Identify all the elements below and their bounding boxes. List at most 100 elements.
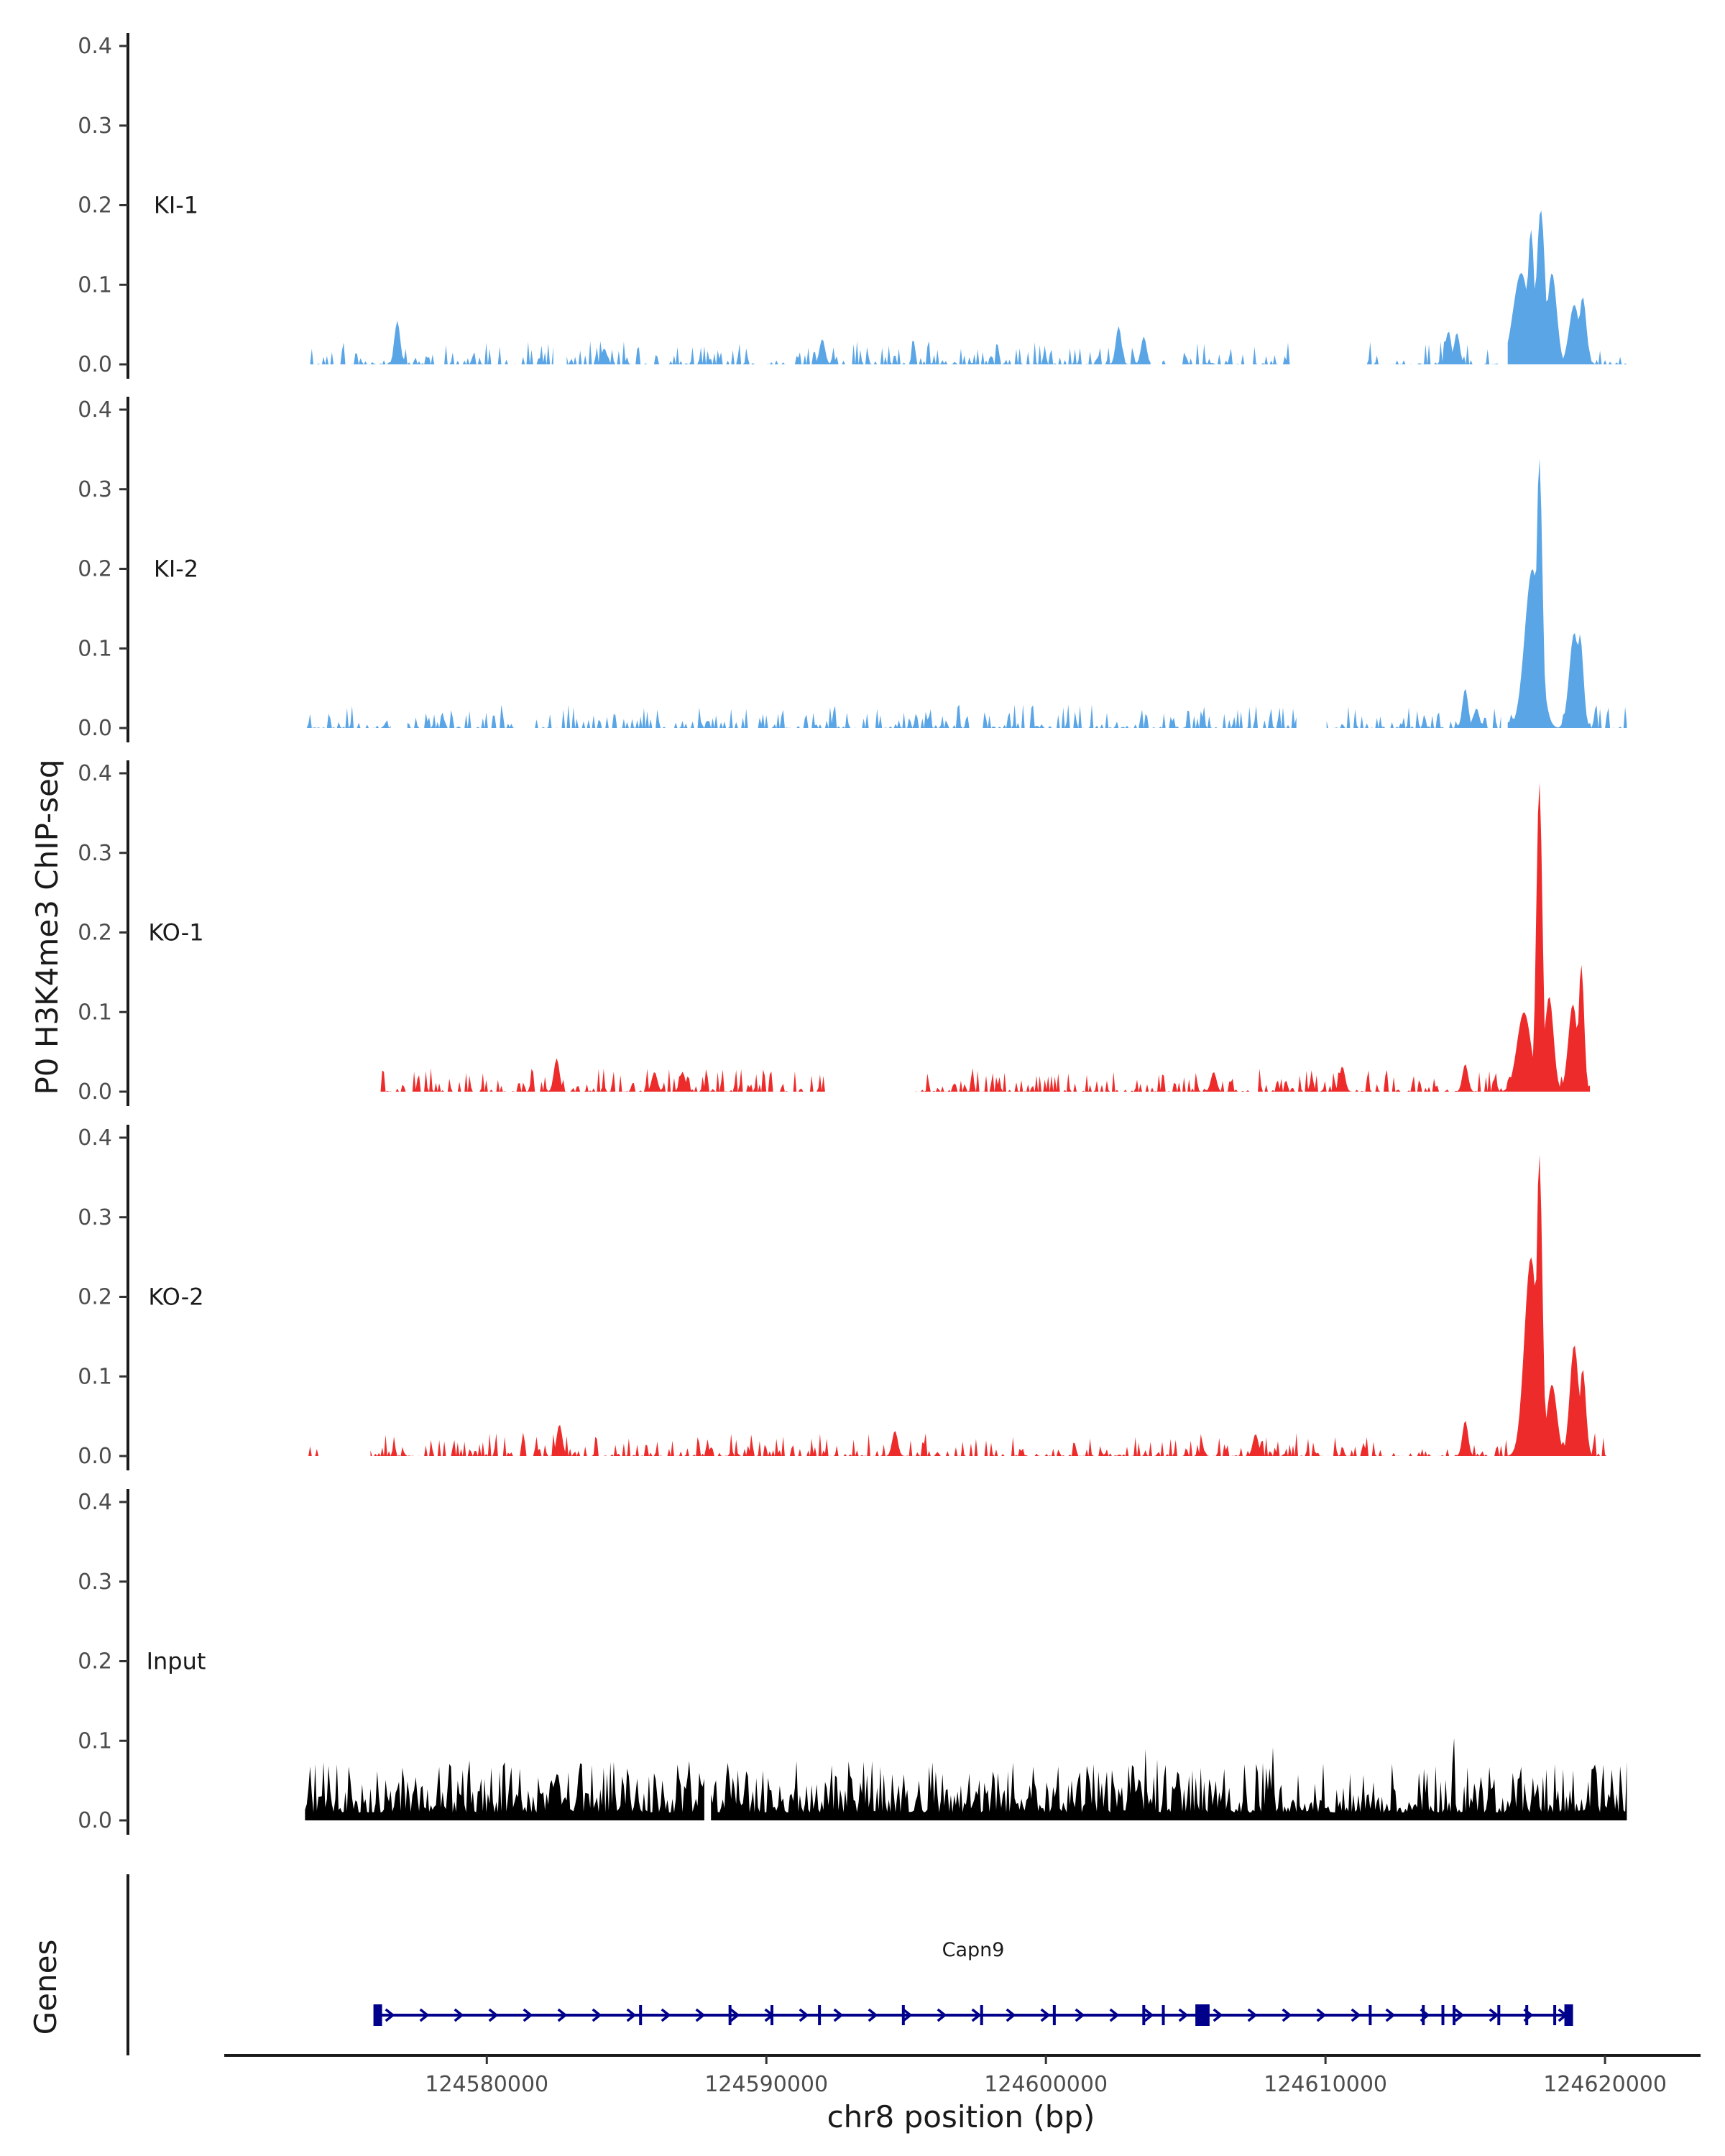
track-label: KO-1: [148, 919, 203, 946]
genes-track-title: Genes: [28, 1940, 63, 2035]
y-tick-label: 0.1: [78, 1000, 112, 1025]
x-tick-label: 124590000: [704, 2072, 828, 2097]
strand-arrow: [592, 2008, 602, 2022]
signal-area: [305, 706, 391, 728]
exon: [1525, 2005, 1529, 2025]
strand-arrow: [1489, 2008, 1499, 2022]
strand-arrow: [868, 2008, 878, 2022]
strand-arrow: [488, 2008, 499, 2022]
exon: [1553, 2005, 1557, 2025]
signal-area: [1507, 211, 1627, 364]
y-tick-label: 0.2: [78, 1649, 112, 1674]
signal-area: [1162, 342, 1292, 364]
y-tick-label: 0.0: [78, 1808, 112, 1833]
strand-arrow: [902, 2008, 913, 2022]
signal-area: [711, 1738, 1627, 1820]
y-tick-label: 0.1: [78, 636, 112, 661]
y-tick-label: 0.2: [78, 557, 112, 582]
exon: [1422, 2005, 1425, 2025]
exon: [1200, 2004, 1210, 2026]
exon: [728, 2005, 732, 2025]
y-tick-label: 0.0: [78, 716, 112, 741]
strand-arrow: [661, 2008, 671, 2022]
strand-arrow: [1213, 2008, 1223, 2022]
exon: [639, 2005, 643, 2025]
signal-area: [379, 1058, 827, 1092]
exon: [818, 2005, 822, 2025]
strand-arrow: [1075, 2008, 1085, 2022]
strand-arrow: [419, 2008, 430, 2022]
y-tick-label: 0.3: [78, 1570, 112, 1595]
y-tick-label: 0.3: [78, 114, 112, 139]
strand-arrow: [799, 2008, 809, 2022]
exon: [1497, 2005, 1501, 2025]
signal-area: [1507, 459, 1627, 728]
track-ko-2: 0.0 0.1 0.2 0.3 0.4 KO-2: [78, 1125, 1611, 1470]
exon: [901, 2005, 905, 2025]
x-axis-title: chr8 position (bp): [827, 2099, 1095, 2134]
x-tick-label: 124620000: [1543, 2072, 1667, 2097]
y-tick-label: 0.4: [78, 397, 112, 423]
y-tick-label: 0.1: [78, 1728, 112, 1754]
y-tick-label: 0.2: [78, 1285, 112, 1310]
y-tick-label: 0.4: [78, 34, 112, 59]
signal-area: [915, 783, 1591, 1092]
signal-area: [305, 1446, 324, 1456]
gene-track: Capn9: [126, 1874, 1573, 2055]
strand-arrow: [1006, 2008, 1016, 2022]
strand-arrow: [385, 2008, 395, 2022]
exon: [1441, 2005, 1445, 2025]
strand-arrow: [937, 2008, 947, 2022]
strand-arrow: [523, 2008, 533, 2022]
y-axis-title: P0 H3K4me3 ChIP-seq: [29, 759, 65, 1095]
gene-name-label: Capn9: [942, 1939, 1005, 1961]
exon: [1052, 2005, 1056, 2025]
strand-arrow: [730, 2008, 740, 2022]
track-input: 0.0 0.1 0.2 0.3 0.4 Input: [78, 1489, 1627, 1835]
strand-arrow: [1144, 2008, 1154, 2022]
exon: [1368, 2005, 1372, 2025]
strand-arrow: [1178, 2008, 1189, 2022]
exon: [1142, 2005, 1146, 2025]
y-tick-label: 0.3: [78, 841, 112, 866]
strand-arrow: [1385, 2008, 1396, 2022]
x-axis: 124580000 124590000 124600000 124610000 1246…: [224, 2054, 1701, 2097]
strand-arrow: [626, 2008, 637, 2022]
y-tick-label: 0.1: [78, 272, 112, 298]
strand-arrow: [1109, 2008, 1120, 2022]
track-ko-1: 0.0 0.1 0.2 0.3 0.4 KO-1: [78, 760, 1591, 1106]
track-label: Input: [147, 1648, 206, 1675]
y-tick-label: 0.2: [78, 921, 112, 946]
strand-arrow: [695, 2008, 706, 2022]
tracks-layer: 0.0 0.1 0.2 0.3 0.4 KI-1 0.0 0.1 0.2 0.3 0.4 KI-2 0.…: [78, 33, 1627, 1835]
exon: [1453, 2005, 1456, 2025]
strand-arrow: [1454, 2008, 1465, 2022]
strand-arrow: [1247, 2008, 1258, 2022]
y-tick-label: 0.4: [78, 1490, 112, 1515]
signal-area: [407, 704, 1297, 728]
strand-arrow: [1282, 2008, 1292, 2022]
y-tick-label: 0.0: [78, 1444, 112, 1469]
exon: [770, 2005, 774, 2025]
y-tick-label: 0.4: [78, 1125, 112, 1151]
y-tick-label: 0.2: [78, 193, 112, 218]
signal-area: [566, 326, 1151, 364]
exon: [1564, 2004, 1573, 2026]
gene-capn9: Capn9: [373, 1939, 1573, 2026]
y-tick-label: 0.0: [78, 352, 112, 377]
track-label: KI-2: [154, 556, 198, 583]
strand-arrow: [1316, 2008, 1327, 2022]
signal-area: [1365, 331, 1498, 364]
strand-arrow: [1351, 2008, 1361, 2022]
track-label: KI-1: [154, 192, 198, 219]
track-ki-1: 0.0 0.1 0.2 0.3 0.4 KI-1: [78, 33, 1627, 379]
x-tick-label: 124610000: [1264, 2072, 1387, 2097]
y-tick-label: 0.3: [78, 477, 112, 502]
exon: [1162, 2005, 1165, 2025]
strand-arrow: [971, 2008, 982, 2022]
strand-arrow: [1040, 2008, 1051, 2022]
y-tick-label: 0.4: [78, 761, 112, 786]
y-tick-label: 0.0: [78, 1079, 112, 1105]
x-tick-label: 124600000: [984, 2072, 1108, 2097]
